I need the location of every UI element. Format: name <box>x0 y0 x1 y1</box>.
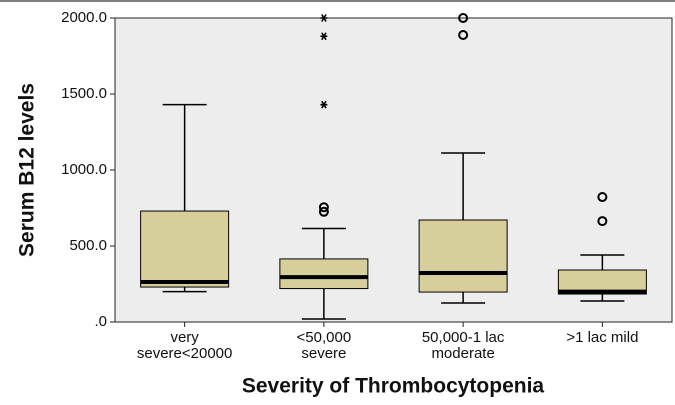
outlier <box>458 13 469 23</box>
outlier <box>318 202 329 213</box>
x-tick-label: very <box>170 329 199 346</box>
box <box>418 219 508 293</box>
outlier <box>458 30 469 41</box>
outlier <box>318 206 329 217</box>
extreme <box>320 32 328 41</box>
x-tick-label: severe<20000 <box>137 345 233 362</box>
y-tick-label: 1500.0 <box>61 85 107 102</box>
extreme <box>320 100 328 109</box>
box <box>140 210 230 288</box>
y-axis-title: Serum B12 levels <box>16 83 39 257</box>
extreme <box>320 14 328 22</box>
x-tick-label: severe <box>301 345 346 362</box>
outlier <box>597 192 608 203</box>
x-axis-title: Severity of Thrombocytopenia <box>242 375 545 398</box>
y-tick-label: .0 <box>94 313 107 330</box>
box <box>279 258 369 290</box>
y-tick-label: 500.0 <box>69 237 107 254</box>
x-tick-label: >1 lac mild <box>566 329 638 346</box>
y-tick-label: 1000.0 <box>61 161 107 178</box>
x-tick-label: 50,000-1 lac <box>422 329 505 346</box>
x-tick-label: moderate <box>431 345 494 362</box>
x-tick-label: <50,000 <box>297 329 352 346</box>
y-tick-label: 2000.0 <box>61 9 107 26</box>
outlier <box>597 216 608 227</box>
